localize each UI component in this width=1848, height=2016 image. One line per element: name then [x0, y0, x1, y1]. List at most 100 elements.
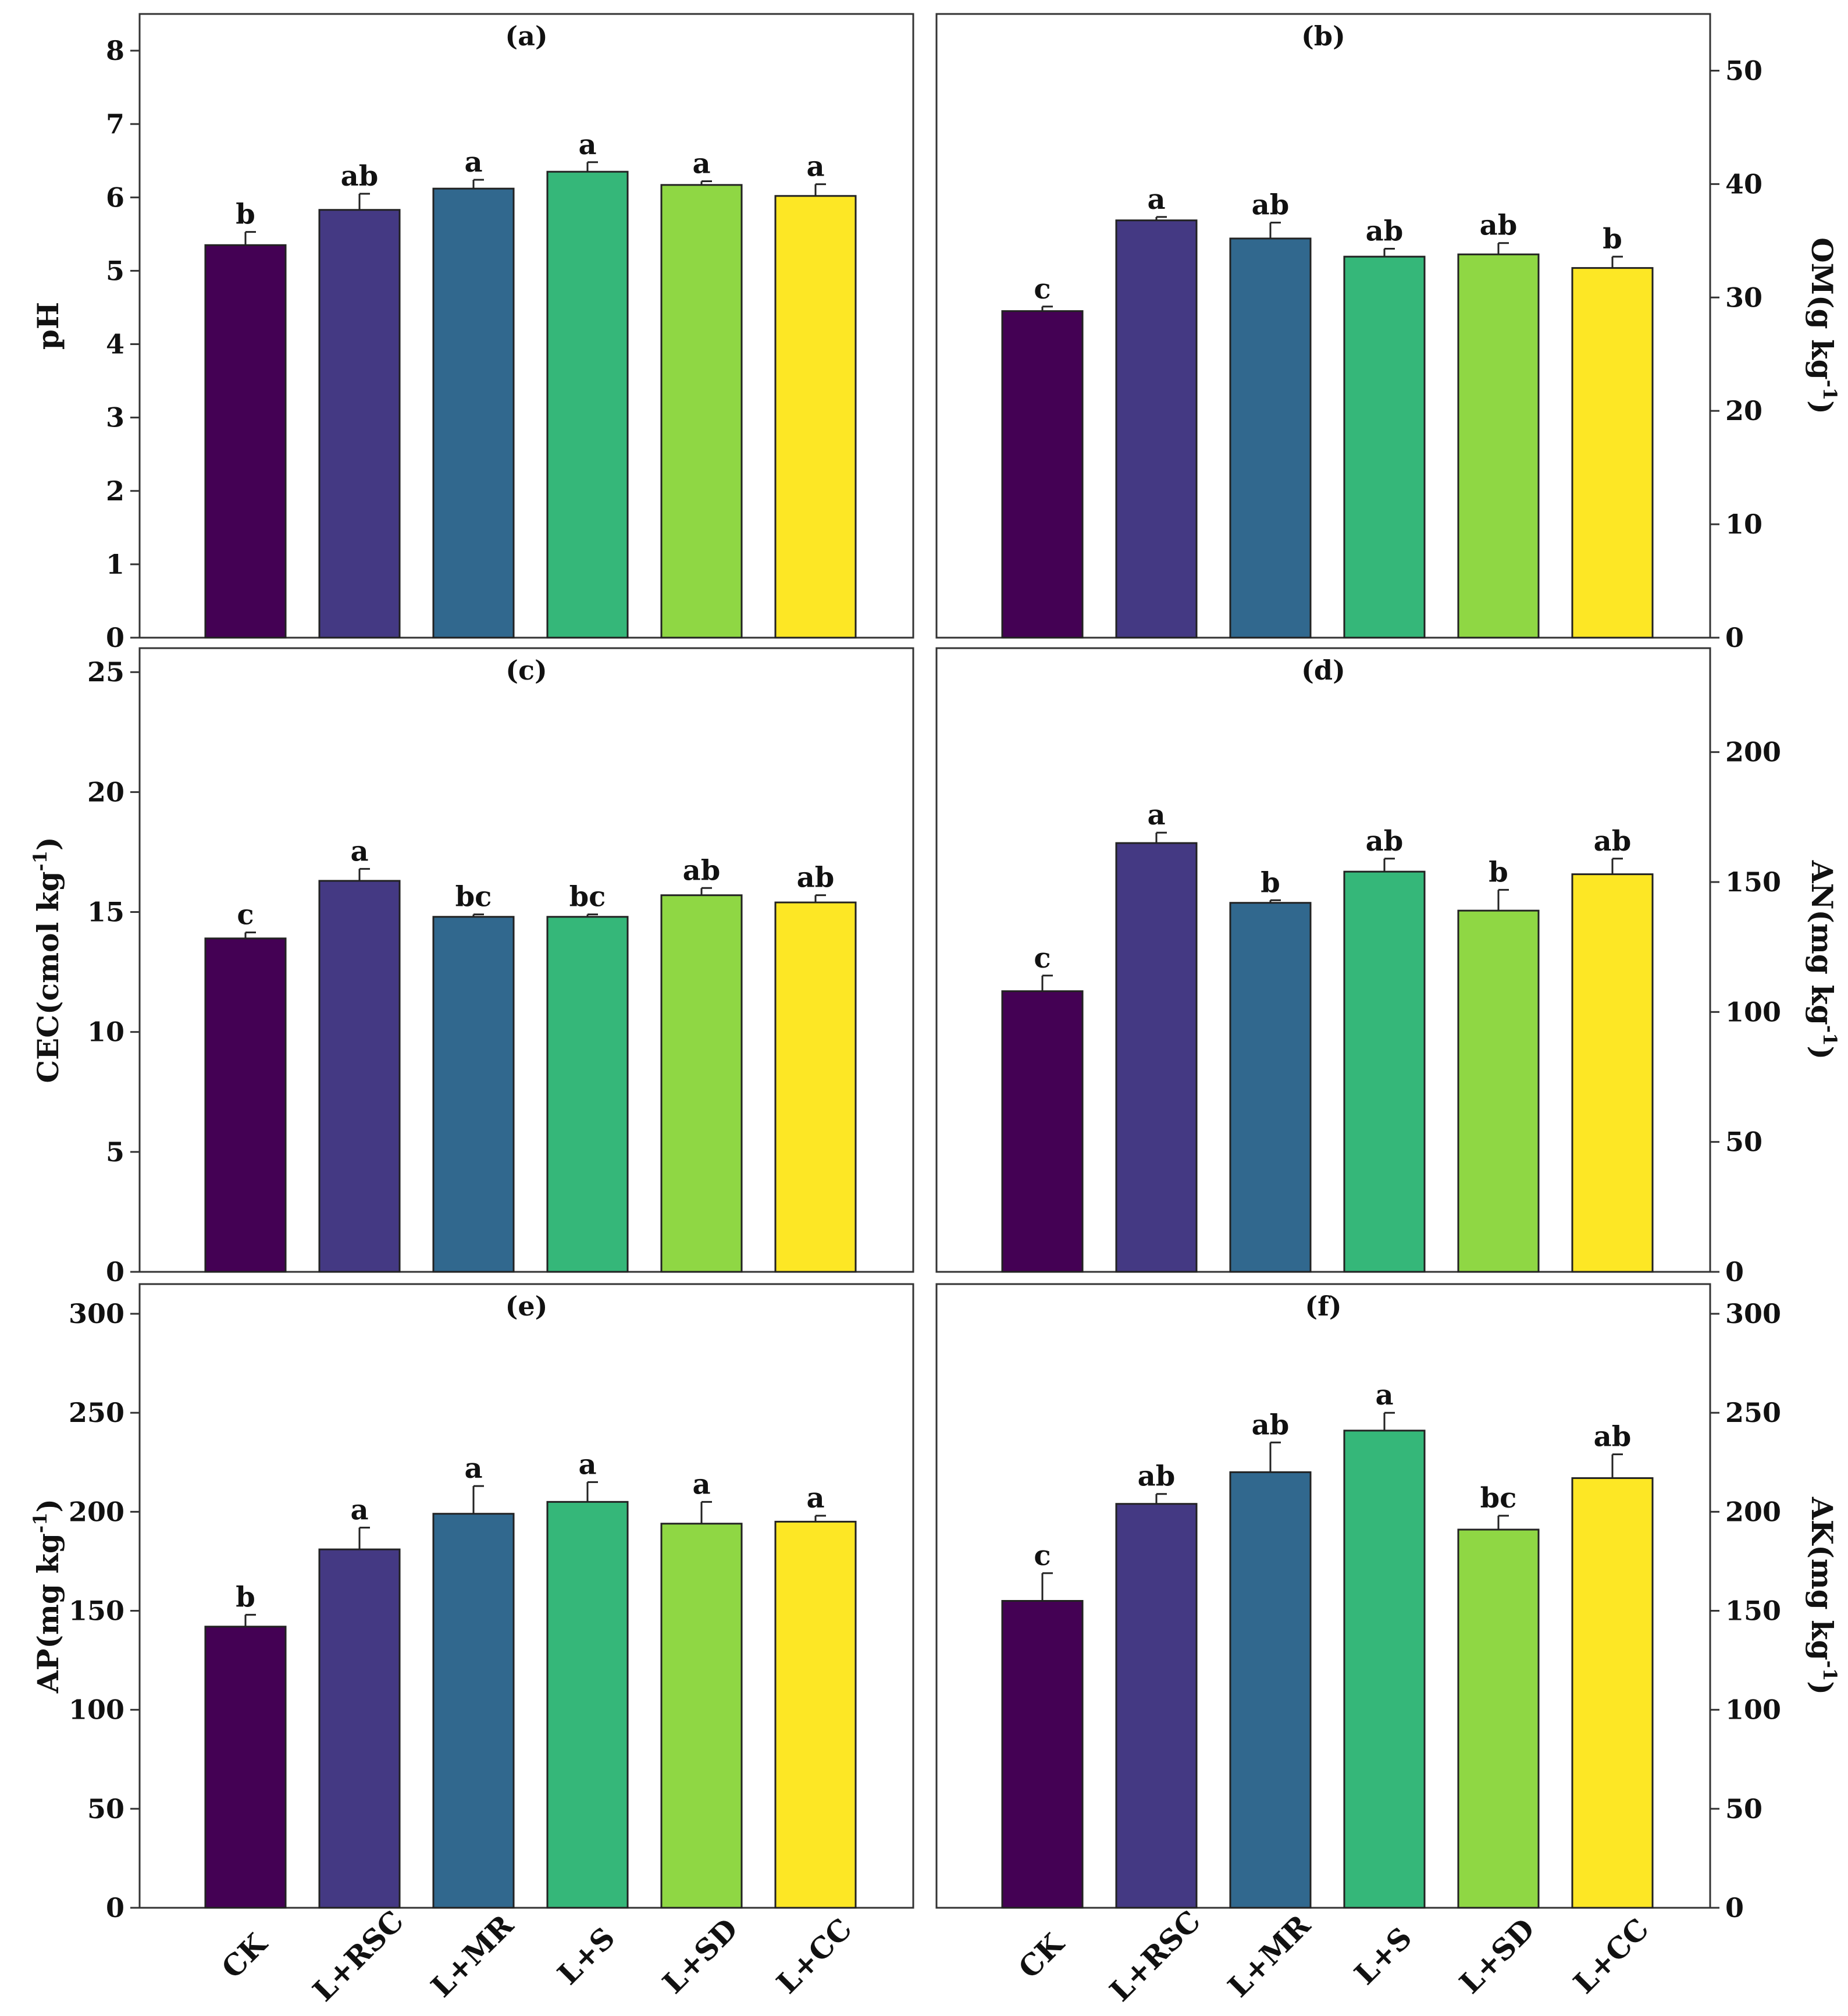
- y-tick-label: 0: [1725, 1892, 1744, 1923]
- significance-letter: ab: [1252, 189, 1290, 222]
- significance-letter: a: [350, 1494, 368, 1527]
- bar-l-sd: [1457, 909, 1540, 1273]
- x-tick-label: L+CC: [770, 1911, 858, 2000]
- y-axis-label: AP(mg kg-1): [29, 1499, 65, 1694]
- significance-letter: b: [236, 198, 255, 231]
- x-tick-label: CK: [215, 1926, 274, 1985]
- bar-l-s: [1343, 1430, 1426, 1909]
- panel-title: (c): [505, 655, 547, 686]
- panel-frame: [138, 647, 914, 1273]
- significance-letter: ab: [1138, 1460, 1176, 1493]
- significance-letter: ab: [1594, 1421, 1632, 1453]
- bar-l-rsc: [318, 1548, 401, 1909]
- panel-frame: [935, 647, 1711, 1273]
- bar-ck: [204, 1626, 287, 1909]
- bar-l-mr: [1229, 1471, 1312, 1909]
- x-tick-label: L+SD: [1452, 1911, 1541, 2000]
- y-tick-label: 150: [1725, 1595, 1781, 1627]
- bar-l-cc: [774, 901, 857, 1273]
- bar-ck: [204, 937, 287, 1273]
- bar-l-sd: [1457, 253, 1540, 639]
- significance-letter: bc: [569, 881, 606, 913]
- y-tick-label: 20: [1725, 395, 1762, 426]
- y-tick-label: 25: [87, 656, 124, 688]
- y-tick-label: 0: [1725, 622, 1744, 653]
- bar-l-s: [546, 1501, 629, 1909]
- bar-ck: [1001, 990, 1084, 1273]
- y-tick-label: 100: [1725, 996, 1781, 1027]
- significance-letter: bc: [455, 881, 492, 913]
- y-tick-label: 3: [106, 402, 124, 433]
- x-tick-label: L+S: [551, 1921, 622, 1992]
- significance-letter: ab: [1594, 825, 1632, 858]
- panel-c: (c) 0 5 10 15 20 25 CEC(cmol kg-1) c a bc bc ab ab: [29, 647, 914, 1288]
- x-tick-label: L+RSC: [306, 1904, 410, 2008]
- y-axis-label: AN(mg kg-1): [1805, 860, 1841, 1059]
- y-tick-label: 50: [87, 1793, 124, 1825]
- panel-title: (b): [1301, 20, 1345, 52]
- bar-l-s: [546, 170, 629, 639]
- panel-a: (a) 0 1 2 3 4 5 6 7 8 pH b ab a a a a: [31, 13, 914, 653]
- significance-letter: a: [578, 1448, 596, 1481]
- significance-letter: b: [1261, 866, 1280, 899]
- y-tick-label: 0: [1725, 1256, 1744, 1288]
- panel-title: (a): [505, 20, 547, 52]
- y-tick-label: 40: [1725, 168, 1762, 200]
- x-tick-label: CK: [1012, 1926, 1071, 1985]
- y-tick-label: 0: [106, 622, 124, 653]
- y-tick-label: 200: [1725, 1496, 1781, 1527]
- bar-ck: [1001, 1600, 1084, 1909]
- significance-letter: bc: [1480, 1482, 1517, 1514]
- significance-letter: a: [1147, 183, 1165, 216]
- bar-ck: [1001, 310, 1084, 639]
- x-tick-label: L+RSC: [1103, 1904, 1207, 2008]
- significance-letter: c: [1034, 942, 1051, 975]
- y-tick-label: 250: [69, 1397, 124, 1428]
- y-tick-label: 8: [106, 35, 124, 66]
- significance-letter: c: [1034, 273, 1051, 305]
- bar-l-mr: [432, 187, 515, 639]
- y-tick-label: 50: [1725, 55, 1762, 86]
- bar-l-cc: [1571, 873, 1654, 1273]
- y-tick-label: 150: [1725, 866, 1781, 898]
- bar-l-s: [1343, 255, 1426, 639]
- significance-letter: a: [692, 1468, 710, 1501]
- y-tick-label: 100: [1725, 1694, 1781, 1726]
- y-axis-label: pH: [31, 302, 65, 350]
- bar-l-rsc: [318, 880, 401, 1273]
- significance-letter: a: [806, 1482, 824, 1514]
- y-tick-label: 6: [106, 182, 124, 213]
- significance-letter: c: [237, 899, 254, 931]
- significance-letter: c: [1034, 1539, 1051, 1572]
- y-tick-label: 200: [69, 1496, 124, 1527]
- y-tick-label: 2: [106, 475, 124, 507]
- y-axis-label: AK(mg kg-1): [1805, 1496, 1841, 1695]
- y-tick-label: 0: [106, 1256, 124, 1288]
- significance-letter: a: [578, 129, 596, 161]
- panel-frame: [138, 13, 914, 639]
- y-tick-label: 200: [1725, 737, 1781, 768]
- significance-letter: ab: [683, 854, 721, 887]
- significance-letter: a: [692, 148, 710, 180]
- panel-frame: [935, 13, 1711, 639]
- bar-l-cc: [774, 195, 857, 639]
- significance-letter: ab: [1366, 825, 1404, 858]
- y-tick-label: 10: [87, 1016, 124, 1048]
- panel-title: (e): [505, 1290, 548, 1322]
- significance-letter: b: [236, 1581, 255, 1613]
- significance-letter: a: [1375, 1379, 1393, 1411]
- y-tick-label: 250: [1725, 1397, 1781, 1428]
- y-tick-label: 15: [87, 897, 124, 928]
- panel-f: (f) 0 50 100 150 200 250 300 AK(mg kg-1) c ab ab a bc…: [935, 1283, 1841, 2008]
- y-tick-label: 5: [106, 255, 124, 286]
- bar-l-sd: [660, 1523, 743, 1909]
- significance-letter: a: [350, 835, 368, 867]
- bar-l-s: [546, 916, 629, 1273]
- bar-l-mr: [432, 1513, 515, 1909]
- bar-l-rsc: [1115, 1503, 1198, 1909]
- panel-frame: [935, 1283, 1711, 1909]
- significance-letter: ab: [1252, 1409, 1290, 1441]
- significance-letter: a: [1147, 799, 1165, 831]
- y-tick-label: 20: [87, 776, 124, 808]
- panel-b: (b) 0 10 20 30 40 50 OM(g kg-1) c a ab ab ab b: [935, 13, 1841, 653]
